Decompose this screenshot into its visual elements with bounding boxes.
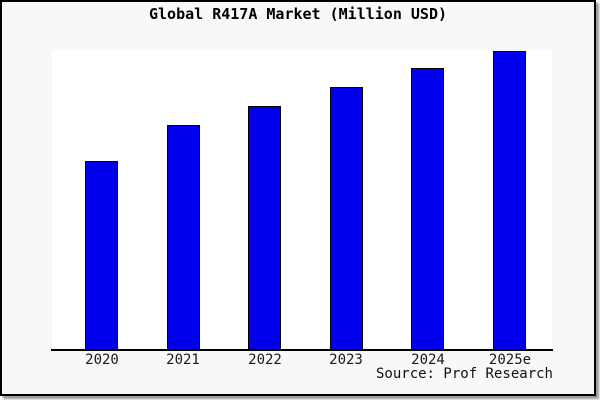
chart-title: Global R417A Market (Million USD) xyxy=(148,5,447,23)
plot-area xyxy=(52,50,552,350)
source-credit: Source: Prof Research xyxy=(375,366,553,382)
bar-2025e xyxy=(493,51,526,350)
bar-2020 xyxy=(85,161,118,350)
x-tick-2021: 2021 xyxy=(166,352,200,368)
bar-2024 xyxy=(411,68,444,350)
x-tick-2024: 2024 xyxy=(411,352,445,368)
x-tick-2020: 2020 xyxy=(85,352,119,368)
x-tick-2025e: 2025e xyxy=(488,352,532,368)
x-tick-2022: 2022 xyxy=(248,352,282,368)
bar-2021 xyxy=(167,125,200,350)
x-tick-2023: 2023 xyxy=(329,352,363,368)
bar-2022 xyxy=(248,106,281,350)
bar-2023 xyxy=(330,87,363,350)
x-axis-line xyxy=(51,349,553,351)
